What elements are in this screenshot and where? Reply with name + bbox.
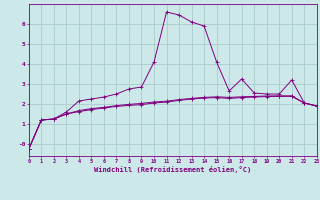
X-axis label: Windchill (Refroidissement éolien,°C): Windchill (Refroidissement éolien,°C) [94, 166, 252, 173]
